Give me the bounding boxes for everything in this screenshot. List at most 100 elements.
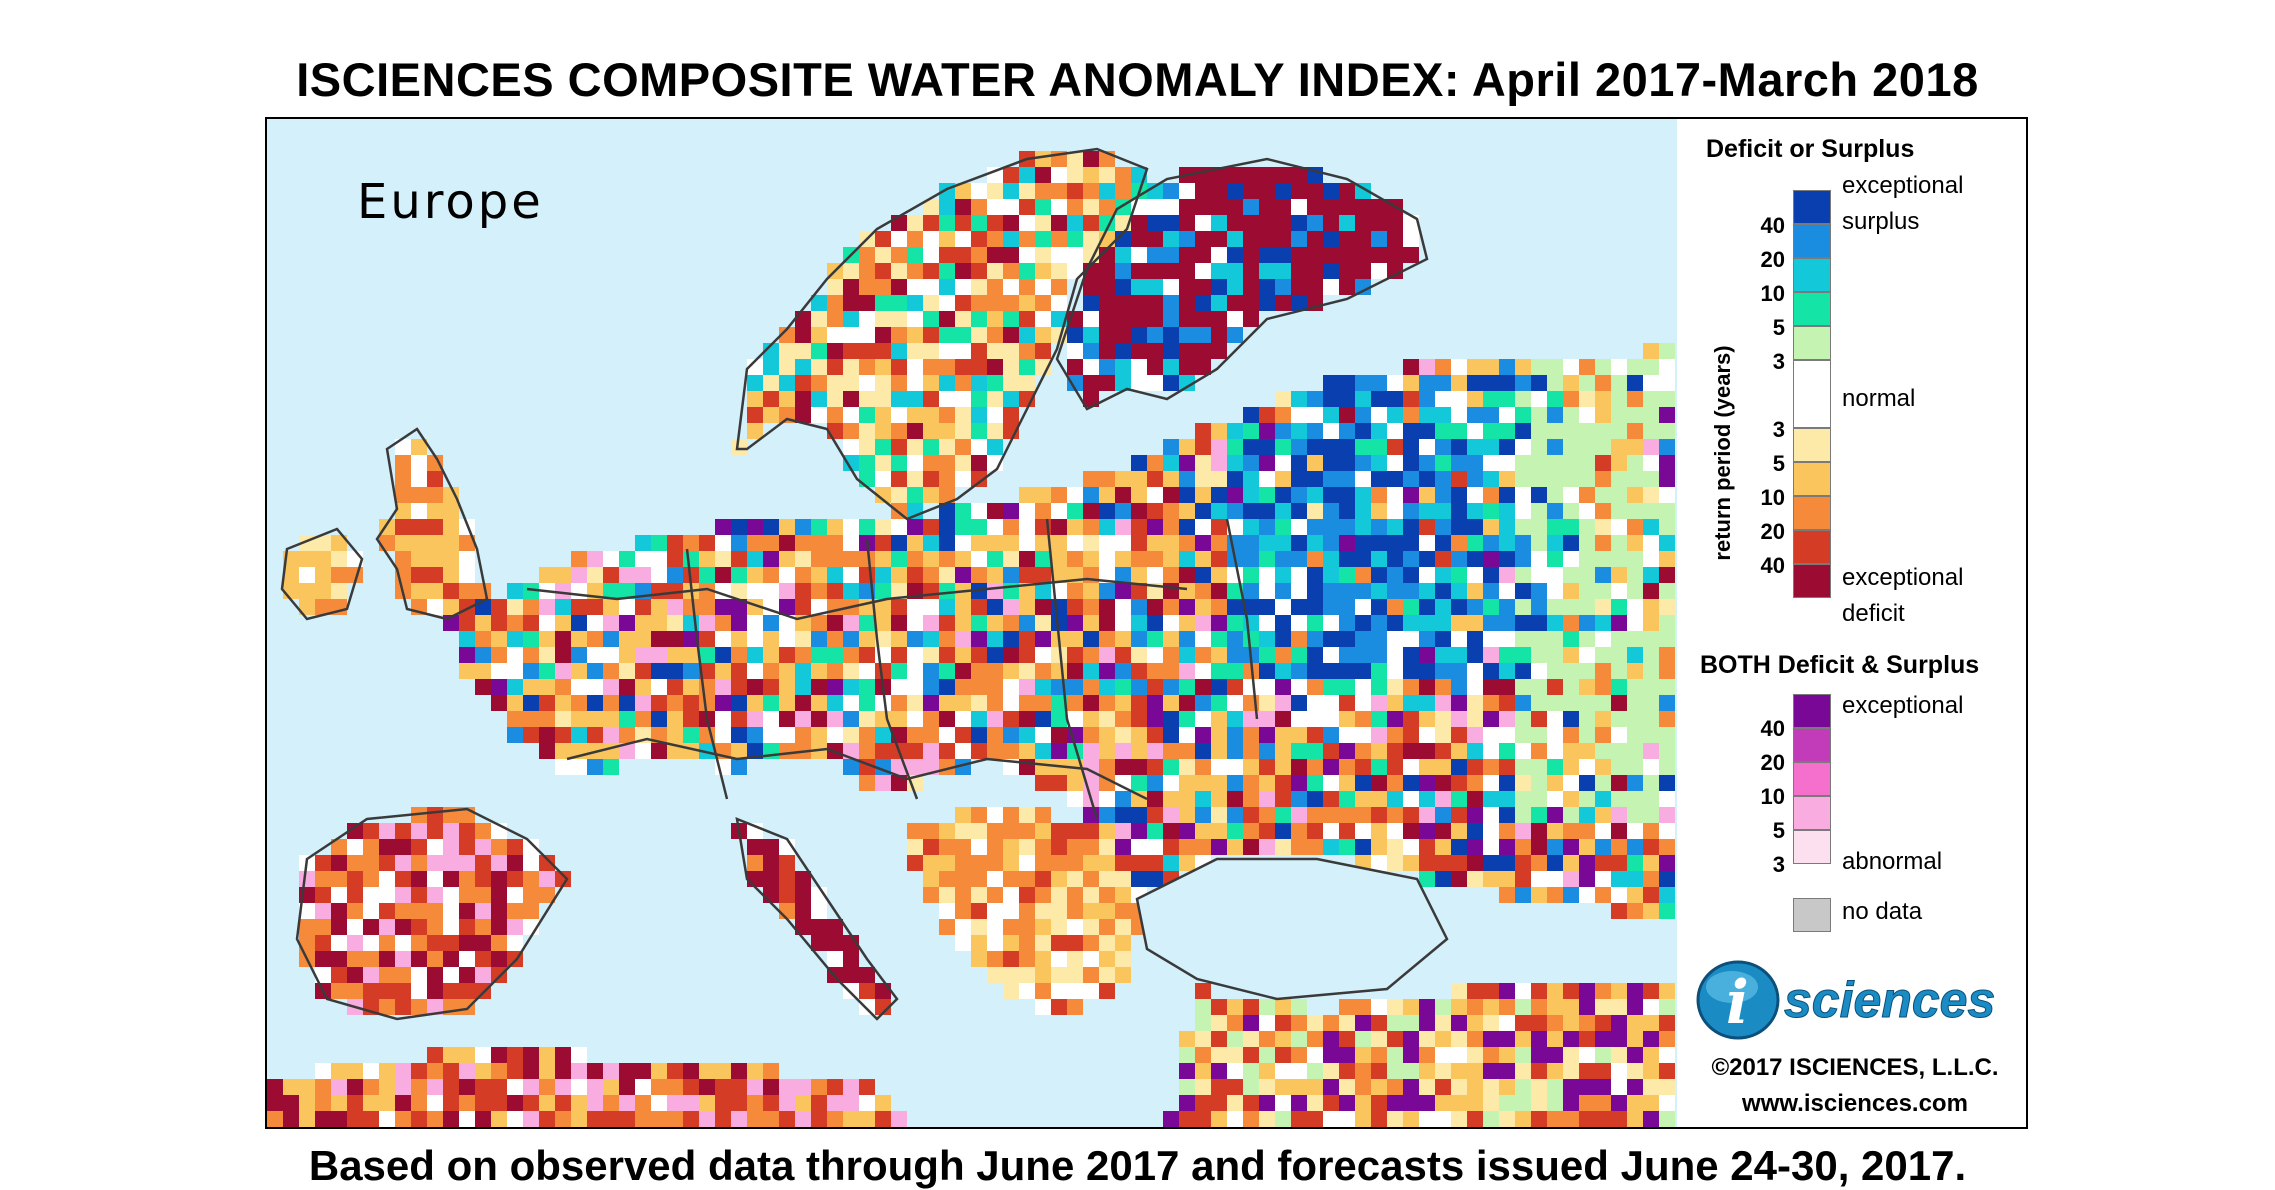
anomaly-cell — [1115, 663, 1131, 679]
anomaly-cell — [299, 1111, 315, 1127]
anomaly-cell — [747, 727, 763, 743]
anomaly-cell — [603, 679, 619, 695]
anomaly-cell — [779, 375, 795, 391]
anomaly-cell — [1627, 471, 1643, 487]
anomaly-cell — [1323, 775, 1339, 791]
anomaly-cell — [1307, 471, 1323, 487]
anomaly-cell — [587, 695, 603, 711]
anomaly-cell — [923, 583, 939, 599]
anomaly-cell — [523, 615, 539, 631]
anomaly-cell — [1323, 727, 1339, 743]
anomaly-cell — [1563, 791, 1579, 807]
anomaly-cell — [1131, 871, 1147, 887]
anomaly-cell — [315, 871, 331, 887]
anomaly-cell — [1483, 391, 1499, 407]
anomaly-cell — [795, 359, 811, 375]
anomaly-cell — [843, 279, 859, 295]
anomaly-cell — [987, 839, 1003, 855]
anomaly-cell — [1563, 695, 1579, 711]
anomaly-cell — [395, 839, 411, 855]
anomaly-cell — [1051, 647, 1067, 663]
anomaly-cell — [1179, 263, 1195, 279]
anomaly-cell — [1483, 839, 1499, 855]
anomaly-cell — [459, 1079, 475, 1095]
anomaly-cell — [1451, 1015, 1467, 1031]
anomaly-cell — [1131, 215, 1147, 231]
anomaly-cell — [1051, 599, 1067, 615]
anomaly-cell — [1419, 551, 1435, 567]
anomaly-cell — [443, 583, 459, 599]
anomaly-cell — [1355, 199, 1371, 215]
anomaly-cell — [491, 1111, 507, 1127]
anomaly-cell — [875, 311, 891, 327]
anomaly-cell — [1131, 775, 1147, 791]
anomaly-cell — [811, 359, 827, 375]
anomaly-cell — [363, 967, 379, 983]
anomaly-cell — [587, 663, 603, 679]
anomaly-cell — [1179, 503, 1195, 519]
anomaly-cell — [1371, 775, 1387, 791]
anomaly-cell — [971, 199, 987, 215]
anomaly-cell — [1243, 519, 1259, 535]
anomaly-cell — [1499, 535, 1515, 551]
anomaly-cell — [1451, 871, 1467, 887]
anomaly-cell — [1659, 1095, 1675, 1111]
anomaly-cell — [747, 631, 763, 647]
anomaly-cell — [859, 743, 875, 759]
anomaly-cell — [1307, 503, 1323, 519]
anomaly-cell — [1275, 263, 1291, 279]
anomaly-cell — [1627, 791, 1643, 807]
anomaly-cell — [459, 983, 475, 999]
anomaly-cell — [1371, 455, 1387, 471]
tick-surplus-3: 3 — [1772, 349, 1785, 374]
anomaly-cell — [747, 375, 763, 391]
anomaly-cell — [1483, 1111, 1499, 1127]
anomaly-cell — [923, 663, 939, 679]
anomaly-cell — [1195, 727, 1211, 743]
anomaly-cell — [1643, 727, 1659, 743]
anomaly-cell — [1435, 439, 1451, 455]
anomaly-cell — [363, 951, 379, 967]
anomaly-cell — [1483, 711, 1499, 727]
anomaly-cell — [1499, 855, 1515, 871]
anomaly-cell — [507, 855, 523, 871]
anomaly-cell — [1371, 1095, 1387, 1111]
swatch-surplus-5 — [1793, 292, 1831, 326]
anomaly-cell — [1435, 407, 1451, 423]
anomaly-cell — [1211, 215, 1227, 231]
anomaly-cell — [1531, 695, 1547, 711]
anomaly-cell — [1355, 471, 1371, 487]
anomaly-cell — [1531, 711, 1547, 727]
anomaly-cell — [1259, 535, 1275, 551]
anomaly-cell — [1163, 343, 1179, 359]
anomaly-cell — [1499, 455, 1515, 471]
anomaly-cell — [1195, 263, 1211, 279]
anomaly-cell — [1419, 679, 1435, 695]
anomaly-cell — [1387, 439, 1403, 455]
land-cells — [267, 151, 1675, 1127]
anomaly-cell — [1307, 279, 1323, 295]
anomaly-cell — [1563, 519, 1579, 535]
anomaly-cell — [971, 855, 987, 871]
anomaly-cell — [1099, 535, 1115, 551]
anomaly-cell — [1019, 951, 1035, 967]
anomaly-cell — [971, 951, 987, 967]
anomaly-cell — [1531, 1031, 1547, 1047]
anomaly-cell — [843, 759, 859, 775]
map-title: ISCIENCES COMPOSITE WATER ANOMALY INDEX:… — [296, 53, 1979, 106]
anomaly-cell — [635, 599, 651, 615]
anomaly-cell — [1451, 487, 1467, 503]
anomaly-cell — [475, 1111, 491, 1127]
anomaly-cell — [1419, 1047, 1435, 1063]
anomaly-cell — [811, 727, 827, 743]
anomaly-cell — [1259, 1063, 1275, 1079]
anomaly-cell — [1211, 423, 1227, 439]
anomaly-cell — [795, 1095, 811, 1111]
anomaly-cell — [635, 679, 651, 695]
anomaly-cell — [1643, 791, 1659, 807]
anomaly-cell — [571, 615, 587, 631]
anomaly-cell — [1099, 631, 1115, 647]
anomaly-cell — [1483, 647, 1499, 663]
anomaly-cell — [1211, 1031, 1227, 1047]
anomaly-cell — [1483, 1047, 1499, 1063]
